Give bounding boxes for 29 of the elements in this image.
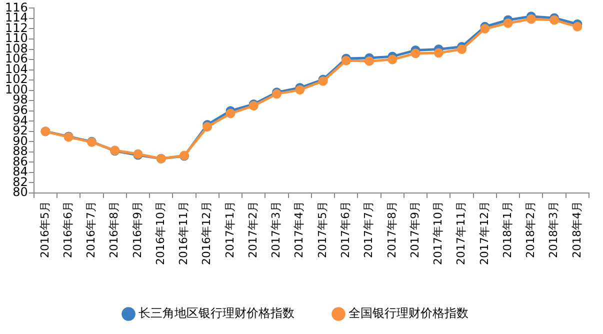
x-tick-label: 2016年6月 <box>61 201 74 258</box>
x-tick-label: 2017年5月 <box>316 201 329 258</box>
y-tick-label: 96 <box>12 102 28 117</box>
legend-label: 全国银行理财价格指数 <box>348 306 468 320</box>
x-tick-label: 2016年12月 <box>200 201 214 266</box>
x-tick-label: 2017年2月 <box>246 201 260 258</box>
x-tick-label: 2017年12月 <box>478 201 491 266</box>
x-tick-label: 2016年9月 <box>130 201 144 258</box>
x-tick-label: 2018年1月 <box>500 201 514 258</box>
x-tick-label: 2018年4月 <box>570 201 584 258</box>
x-tick-label: 2017年9月 <box>408 201 422 258</box>
x-tick-label: 2016年7月 <box>84 201 98 258</box>
x-tick-label: 2017年3月 <box>270 201 283 258</box>
y-tick-label: 116 <box>5 0 28 14</box>
x-tick-label: 2017年10月 <box>432 201 445 266</box>
x-tick-label: 2017年11月 <box>454 201 468 266</box>
x-tick-label: 2018年2月 <box>524 201 538 258</box>
x-tick-label: 2017年1月 <box>223 201 236 258</box>
legend-label: 长三角地区银行理财价格指数 <box>138 306 294 320</box>
x-tick-label: 2016年11月 <box>177 201 190 266</box>
x-tick-label: 2016年8月 <box>108 201 121 258</box>
x-tick-label: 2017年4月 <box>292 201 306 258</box>
x-tick-label: 2016年5月 <box>38 201 52 258</box>
x-tick-label: 2016年10月 <box>154 201 167 266</box>
x-tick-label: 2017年7月 <box>362 201 376 258</box>
x-tick-label: 2017年6月 <box>339 201 352 258</box>
x-tick-label: 2017年8月 <box>385 201 398 258</box>
y-tick-label: 80 <box>12 185 28 200</box>
x-tick-label: 2018年3月 <box>547 201 560 258</box>
